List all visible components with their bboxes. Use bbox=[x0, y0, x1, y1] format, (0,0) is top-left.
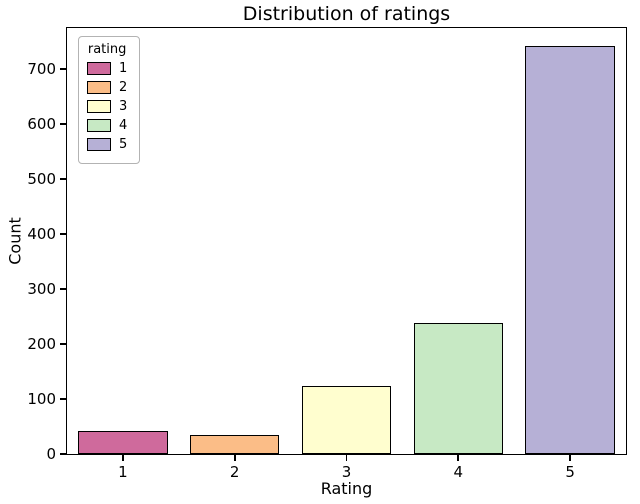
legend-entry: 3 bbox=[87, 99, 127, 114]
y-tick-label: 500 bbox=[27, 170, 56, 189]
x-tick-label: 2 bbox=[229, 463, 240, 481]
y-tick-label: 200 bbox=[27, 335, 56, 354]
bar-rating-5 bbox=[525, 46, 615, 454]
y-tick-label: 600 bbox=[27, 115, 56, 134]
chart-title: Distribution of ratings bbox=[242, 3, 451, 25]
bar-rating-3 bbox=[301, 386, 392, 454]
y-tick-label: 300 bbox=[27, 280, 56, 299]
legend-entry-label: 2 bbox=[119, 80, 128, 95]
y-tick-mark bbox=[60, 123, 67, 126]
x-tick-mark bbox=[569, 454, 571, 461]
legend-entry: 2 bbox=[87, 80, 127, 95]
legend-entry: 4 bbox=[87, 118, 127, 133]
legend: rating 1 2 3 4 5 bbox=[78, 36, 141, 164]
x-tick-label: 4 bbox=[453, 463, 464, 481]
bar-rating-4 bbox=[413, 323, 504, 454]
x-tick-label: 1 bbox=[118, 463, 128, 481]
y-tick-label: 100 bbox=[27, 390, 56, 409]
legend-swatch bbox=[87, 119, 111, 132]
legend-entry-label: 3 bbox=[119, 99, 128, 114]
y-tick-mark bbox=[60, 343, 67, 345]
plot-area: rating 1 2 3 4 5 bbox=[66, 27, 627, 455]
x-tick-mark bbox=[122, 454, 124, 461]
legend-entries: 1 2 3 4 5 bbox=[87, 61, 127, 152]
legend-entry: 1 bbox=[87, 61, 127, 76]
y-tick-mark bbox=[60, 288, 67, 290]
x-tick-mark bbox=[457, 454, 460, 461]
y-tick-mark bbox=[60, 398, 67, 400]
y-tick-mark bbox=[60, 178, 67, 181]
legend-entry-label: 4 bbox=[119, 118, 128, 133]
y-tick-label: 0 bbox=[46, 445, 56, 463]
y-tick-mark bbox=[60, 68, 67, 71]
legend-swatch bbox=[87, 62, 111, 75]
y-tick-mark bbox=[60, 233, 67, 236]
legend-title: rating bbox=[87, 42, 127, 57]
legend-swatch bbox=[87, 138, 111, 151]
bar-rating-1 bbox=[78, 430, 168, 454]
x-tick-label: 3 bbox=[341, 463, 352, 481]
bar-rating-2 bbox=[189, 435, 280, 454]
x-tick-label: 5 bbox=[565, 463, 575, 481]
x-tick-mark bbox=[345, 454, 348, 461]
y-tick-label: 700 bbox=[27, 60, 56, 79]
legend-entry-label: 1 bbox=[119, 61, 128, 76]
y-tick-mark bbox=[60, 453, 67, 455]
legend-entry: 5 bbox=[87, 137, 127, 152]
legend-swatch bbox=[87, 81, 111, 94]
legend-entry-label: 5 bbox=[119, 137, 128, 152]
x-axis-label: Rating bbox=[320, 479, 373, 498]
x-tick-mark bbox=[233, 454, 236, 461]
y-tick-label: 400 bbox=[27, 225, 56, 244]
legend-swatch bbox=[87, 100, 111, 113]
